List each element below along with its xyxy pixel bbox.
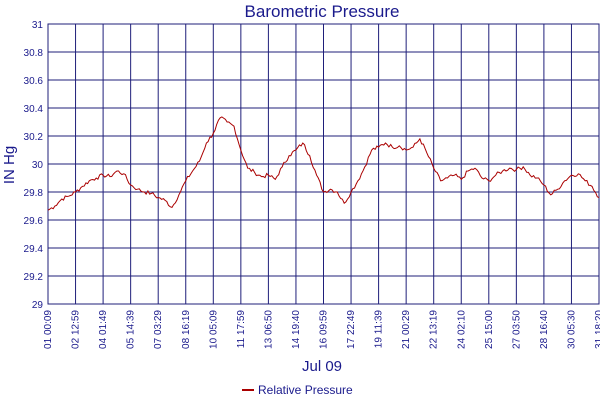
y-tick-label: 29 [32,300,44,311]
y-tick-label: 31 [32,20,44,31]
x-tick-label: 08 16:19 [181,310,192,349]
x-tick-label: 24 02:10 [456,310,467,349]
chart-title: Barometric Pressure [245,2,400,21]
y-axis-label: IN Hg [1,146,18,184]
series-line-relative-pressure [47,116,600,211]
x-tick-label: 02 12:59 [71,310,82,349]
legend: Relative Pressure [242,383,353,397]
x-tick-label: 16 09:59 [319,310,330,349]
x-tick-label: 10 05:09 [208,310,219,349]
x-tick-label: 27 03:50 [511,310,522,349]
x-tick-label: 31 18:20 [594,310,600,349]
x-tick-label: 04 01:49 [98,310,109,349]
x-tick-label: 14 19:40 [291,310,302,349]
x-tick-label: 11 17:59 [236,310,247,349]
y-tick-label: 30 [32,160,44,171]
y-tick-label: 30.6 [24,76,44,87]
legend-label: Relative Pressure [258,383,353,397]
y-tick-label: 29.2 [24,272,44,283]
x-tick-label: 07 03:29 [153,310,164,349]
x-axis-label: Jul 09 [302,358,342,375]
x-tick-label: 28 16:40 [539,310,550,349]
y-tick-labels: 29 29.2 29.4 29.6 29.8 30 30.2 30.4 30.6 30.8 31 [24,20,44,311]
x-tick-label: 25 15:00 [484,310,495,349]
x-tick-label: 22 13:19 [429,310,440,349]
x-tick-label: 21 00:29 [401,310,412,349]
x-tick-label: 30 05:30 [566,310,577,349]
y-tick-label: 29.4 [24,244,44,255]
x-tick-label: 17 22:49 [346,310,357,349]
y-tick-label: 29.6 [24,216,44,227]
y-tick-label: 30.4 [24,104,44,115]
y-tick-label: 30.2 [24,132,44,143]
grid [47,23,600,305]
x-tick-label: 05 14:39 [126,310,137,349]
x-tick-label: 13 06:50 [263,310,274,349]
x-tick-label: 19 11:39 [374,310,385,349]
x-tick-labels: 01 00:09 02 12:59 04 01:49 05 14:39 07 03:29… [43,310,600,349]
y-tick-label: 30.8 [24,48,44,59]
x-tick-label: 01 00:09 [43,310,54,349]
y-tick-label: 29.8 [24,188,44,199]
